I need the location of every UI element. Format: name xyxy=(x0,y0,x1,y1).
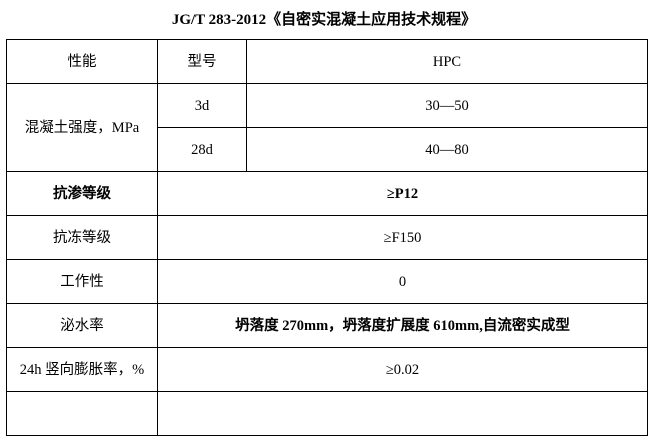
row-label-partial xyxy=(6,391,158,436)
row-value-partial xyxy=(157,391,648,436)
table-row: 工作性 0 xyxy=(6,259,648,304)
row-label-bleeding: 泌水率 xyxy=(6,303,158,348)
row-value-bleeding: 坍落度 270mm，坍落度扩展度 610mm,自流密实成型 xyxy=(157,303,648,348)
table-row: 24h 竖向膨胀率，% ≥0.02 xyxy=(6,347,648,392)
row-label-strength: 混凝土强度，MPa xyxy=(6,83,158,172)
table-row: 28d 40—80 xyxy=(7,127,648,172)
row-value-workability: 0 xyxy=(157,259,648,304)
table-row-partial xyxy=(6,391,648,436)
row-label-frost: 抗冻等级 xyxy=(6,215,158,260)
row-value-expansion: ≥0.02 xyxy=(157,347,648,392)
row-model-28d: 28d xyxy=(157,127,247,172)
table-row: 泌水率 坍落度 270mm，坍落度扩展度 610mm,自流密实成型 xyxy=(6,303,648,348)
row-value-impermeability: ≥P12 xyxy=(157,171,648,216)
header-cell-model: 型号 xyxy=(157,39,247,84)
row-label-impermeability: 抗渗等级 xyxy=(6,171,158,216)
header-cell-property: 性能 xyxy=(6,39,158,84)
table-header-row: 性能 型号 HPC xyxy=(6,39,648,84)
row-value-frost: ≥F150 xyxy=(157,215,648,260)
table-row: 混凝土强度，MPa 3d 30—50 xyxy=(6,83,648,172)
row-label-expansion: 24h 竖向膨胀率，% xyxy=(6,347,158,392)
row-model-3d: 3d xyxy=(157,83,247,128)
row-value-3d: 30—50 xyxy=(246,83,648,128)
specification-table: 性能 型号 HPC 混凝土强度，MPa 3d 30—50 28d 40—80 抗… xyxy=(6,39,648,436)
document-title: JG/T 283-2012《自密实混凝土应用技术规程》 xyxy=(171,12,477,28)
row-value-28d: 40—80 xyxy=(246,127,648,172)
table-row: 抗渗等级 ≥P12 xyxy=(6,171,648,216)
table-row: 抗冻等级 ≥F150 xyxy=(6,215,648,260)
header-cell-value: HPC xyxy=(246,39,648,84)
row-label-workability: 工作性 xyxy=(6,259,158,304)
